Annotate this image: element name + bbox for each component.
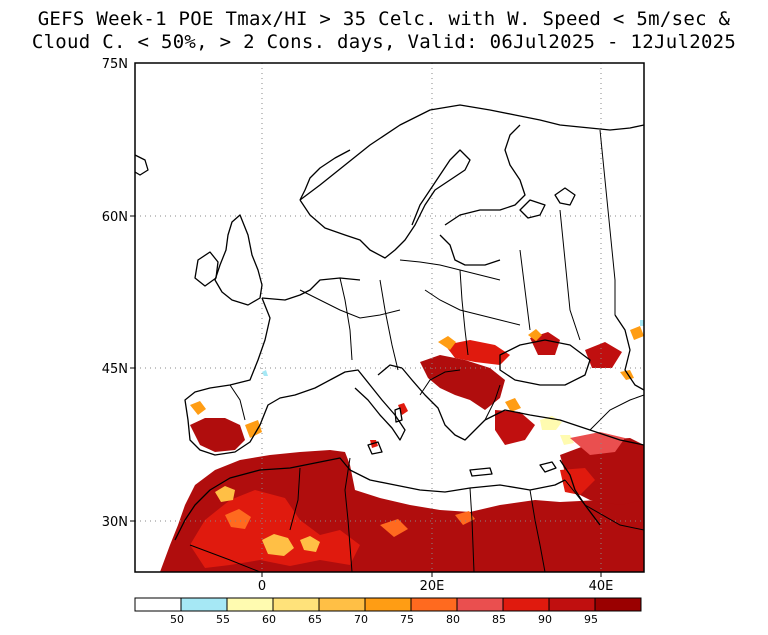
coastlines xyxy=(135,104,644,541)
country-borders xyxy=(189,129,644,572)
map-plot: 75N 60N 45N 30N 0 20E 40E xyxy=(102,57,645,594)
colorbar-label: 60 xyxy=(262,613,276,626)
heat-area-levant xyxy=(560,468,595,495)
heat-area-caucasus-edge xyxy=(528,326,644,380)
map-title-line-2: Cloud C. < 50%, > 2 Cons. days, Valid: 0… xyxy=(31,31,737,53)
colorbar-swatch xyxy=(548,597,596,612)
axis-ticks xyxy=(130,215,602,577)
colorbar-swatch xyxy=(134,597,182,612)
heat-area-balkans xyxy=(420,355,505,410)
colorbar-swatch xyxy=(594,597,642,612)
lat-tick-label: 30N xyxy=(102,515,128,530)
colorbar-swatch xyxy=(226,597,274,612)
colorbar-swatch xyxy=(318,597,366,612)
map-frame-border xyxy=(134,62,645,573)
colorbar-label: 95 xyxy=(584,613,598,626)
colorbar-label: 90 xyxy=(538,613,552,626)
probability-shading xyxy=(160,320,644,572)
colorbar-swatch xyxy=(364,597,412,612)
colorbar-swatch xyxy=(456,597,504,612)
heat-area-anatolia-yellow xyxy=(540,416,574,445)
lon-tick-label: 0 xyxy=(258,579,266,594)
colorbar-swatch xyxy=(272,597,320,612)
map-title-line-1: GEFS Week-1 POE Tmax/HI > 35 Celc. with … xyxy=(37,8,731,30)
heat-area-balkans-edge xyxy=(438,336,521,412)
lon-tick-label: 20E xyxy=(420,579,445,594)
heat-area-north-africa-inner xyxy=(190,490,360,568)
colorbar-label: 80 xyxy=(446,613,460,626)
colorbar-swatch xyxy=(180,597,228,612)
lat-tick-label: 60N xyxy=(102,210,128,225)
lat-tick-label: 45N xyxy=(102,362,128,377)
colorbar-label: 55 xyxy=(216,613,230,626)
colorbar-swatch xyxy=(502,597,550,612)
colorbar-label: 70 xyxy=(354,613,368,626)
colorbar-label: 85 xyxy=(492,613,506,626)
heat-area-iberia xyxy=(190,418,245,452)
colorbar-label: 65 xyxy=(308,613,322,626)
colorbar: 50 55 60 65 70 75 80 85 90 95 xyxy=(134,597,642,626)
colorbar-swatch xyxy=(410,597,458,612)
colorbar-label: 50 xyxy=(170,613,184,626)
lat-tick-label: 75N xyxy=(102,57,128,72)
heat-area-turkey xyxy=(495,410,535,445)
heat-area-danube xyxy=(445,340,510,365)
lon-tick-label: 40E xyxy=(589,579,614,594)
colorbar-label: 75 xyxy=(400,613,414,626)
heat-area-sahara-patches xyxy=(215,486,320,556)
